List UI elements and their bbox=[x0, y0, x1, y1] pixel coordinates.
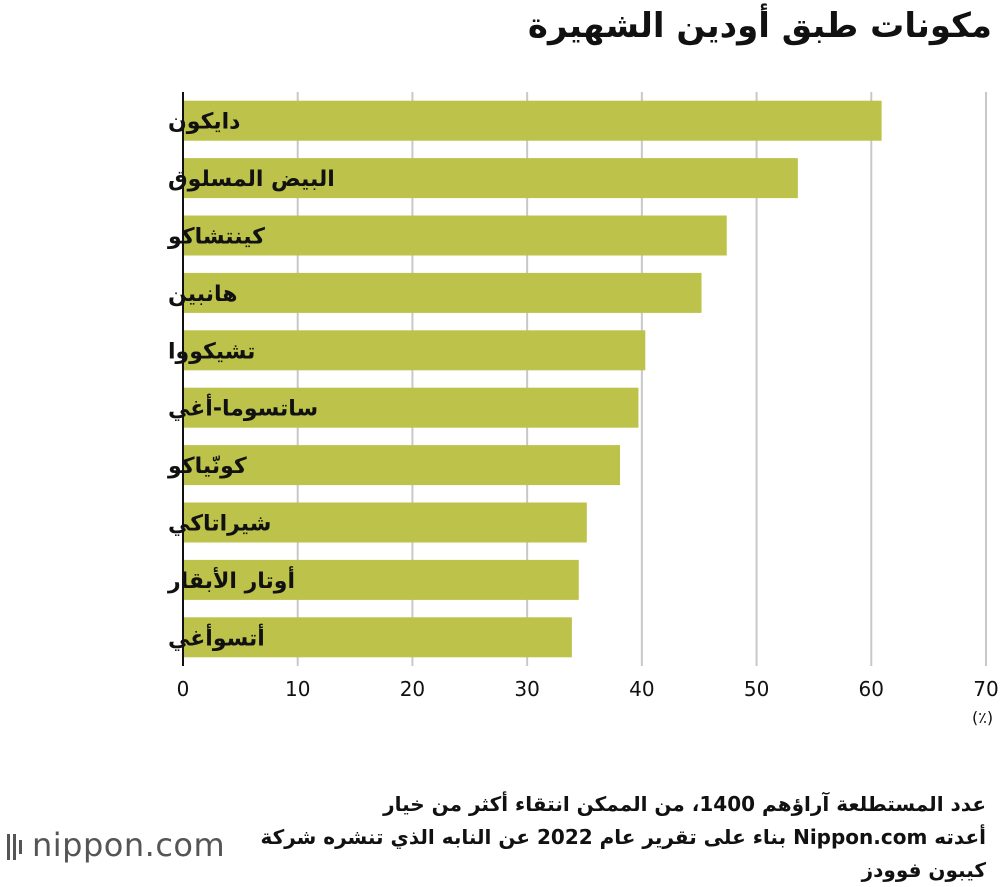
category-label: أوتار الأبقار bbox=[167, 565, 295, 594]
bar bbox=[183, 100, 882, 141]
category-label: دايكون bbox=[168, 110, 240, 135]
note-line-2: أعدته Nippon.com بناء على تقرير عام 2022… bbox=[260, 825, 986, 849]
category-label: البيض المسلوق bbox=[168, 167, 335, 192]
note-line-3: كيبون فوودز bbox=[861, 858, 986, 882]
x-tick-label: 70 bbox=[973, 677, 998, 701]
category-label: كونّياكو bbox=[167, 454, 247, 479]
x-tick-label: 10 bbox=[285, 677, 310, 701]
source-note: عدد المستطلعة آراؤهم 1400، من الممكن انت… bbox=[260, 788, 986, 887]
nippon-mark-icon bbox=[7, 834, 22, 860]
brand-suffix: .com bbox=[144, 826, 226, 864]
bar-chart: 0 10 20 30 40 50 60 70 دايكون البيض المسلوق كينتشا… bbox=[167, 92, 999, 701]
chart-title: مكونات طبق أودين الشهيرة bbox=[527, 6, 992, 46]
bar bbox=[183, 502, 587, 543]
x-tick-label: 60 bbox=[859, 677, 884, 701]
brand-logo: nippon.com bbox=[4, 826, 225, 864]
brand-name: nippon bbox=[32, 826, 145, 864]
x-tick-label: 0 bbox=[177, 677, 190, 701]
x-tick-label: 40 bbox=[629, 677, 654, 701]
category-label: ساتسوما-أغي bbox=[168, 393, 318, 422]
category-label: هانبين bbox=[168, 282, 238, 307]
bar bbox=[183, 330, 646, 371]
x-tick-label: 20 bbox=[400, 677, 425, 701]
category-label: كينتشاكو bbox=[167, 225, 265, 250]
bar bbox=[183, 617, 572, 658]
category-label: تشيكووا bbox=[168, 339, 255, 364]
category-label: أتسوأغي bbox=[168, 622, 265, 651]
x-tick-label: 30 bbox=[514, 677, 539, 701]
bar bbox=[183, 445, 621, 486]
bar bbox=[183, 215, 727, 256]
bar bbox=[183, 387, 639, 428]
bar bbox=[183, 272, 702, 313]
note-line-1: عدد المستطلعة آراؤهم 1400، من الممكن انت… bbox=[383, 792, 986, 816]
bar bbox=[183, 559, 579, 600]
category-label: شيراتاكي bbox=[168, 512, 271, 537]
bar bbox=[183, 158, 798, 199]
x-tick-label: 50 bbox=[744, 677, 769, 701]
axis-unit-label: (٪) bbox=[972, 708, 994, 727]
